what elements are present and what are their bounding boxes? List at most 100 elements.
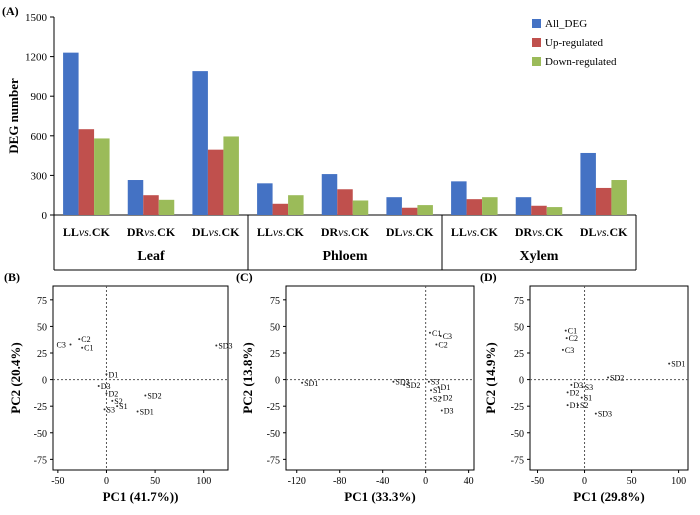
y-tick-label: 50 (514, 322, 524, 333)
point-d2 (566, 391, 569, 394)
category-label-part: DR (515, 225, 533, 239)
point-label: SD1 (671, 360, 685, 369)
x-tick-label: -120 (288, 476, 306, 487)
category-label-part: DL (192, 225, 209, 239)
point-label: S1 (584, 394, 592, 403)
point-label: S2 (580, 401, 588, 410)
x-tick-label: 40 (464, 476, 474, 487)
y-tick-label: 1200 (25, 52, 48, 64)
bar-up-regulated-5 (337, 189, 353, 215)
point-d3 (570, 383, 573, 386)
legend-label: Up-regulated (545, 37, 604, 49)
legend-swatch (532, 19, 541, 28)
point-sd3 (215, 344, 218, 347)
group-label-phloem: Phloem (322, 249, 367, 264)
group-label-leaf: Leaf (137, 249, 165, 264)
x-tick-label: -50 (531, 476, 544, 487)
bar-down-regulated-8 (546, 207, 563, 215)
point-label: D2 (443, 394, 453, 403)
x-tick-label: 0 (104, 476, 109, 487)
point-s3 (581, 386, 584, 389)
point-c1 (428, 331, 431, 334)
bar-up-regulated-4 (272, 203, 289, 215)
x-axis-label: PC1 (33.3%) (344, 489, 416, 504)
point-sd2 (144, 394, 147, 397)
point-label: C2 (569, 334, 578, 343)
point-label: C3 (57, 340, 66, 349)
bar-down-regulated-7 (482, 197, 498, 215)
bar-all_deg-3 (192, 71, 208, 216)
y-tick-label: -50 (34, 429, 47, 440)
category-label-part: vs. (467, 225, 480, 239)
x-tick-label: 0 (582, 476, 587, 487)
point-label: S3 (107, 405, 115, 414)
category-label: DRvs.CK (515, 225, 564, 239)
point-label: S3 (431, 378, 439, 387)
point-c2 (435, 343, 438, 346)
point-s1 (580, 396, 583, 399)
y-tick-label: 25 (37, 349, 47, 360)
point-d2 (105, 392, 108, 395)
point-s3 (427, 380, 430, 383)
category-label-part: CK (351, 225, 370, 239)
point-d2 (439, 396, 442, 399)
x-tick-label: -80 (333, 476, 346, 487)
point-label: C3 (565, 346, 574, 355)
category-label: LLvs.CK (63, 225, 111, 239)
point-sd1 (301, 381, 304, 384)
category-label-part: vs. (209, 225, 222, 239)
category-label-part: vs. (532, 225, 545, 239)
point-s1 (116, 405, 119, 408)
y-tick-label: -25 (34, 402, 47, 413)
bar-down-regulated-4 (288, 195, 304, 215)
category-label-part: CK (480, 225, 499, 239)
category-label-part: vs. (338, 225, 351, 239)
y-tick-label: 600 (31, 131, 48, 143)
point-label: D1 (441, 383, 451, 392)
point-c3 (561, 348, 564, 351)
category-label-part: vs. (273, 225, 286, 239)
y-tick-label: 75 (514, 296, 524, 307)
y-tick-label: -75 (267, 455, 280, 466)
category-label: DLvs.CK (386, 225, 434, 239)
point-label: SD3 (598, 410, 612, 419)
point-label: S2 (114, 397, 122, 406)
point-label: D1 (108, 370, 118, 379)
x-tick-label: 50 (627, 476, 637, 487)
point-label: SD2 (610, 373, 624, 382)
bar-all_deg-1 (63, 52, 79, 215)
point-sd2 (403, 383, 406, 386)
point-label: SD2 (406, 381, 420, 390)
y-tick-label: 50 (37, 322, 47, 333)
x-axis-label: PC1 (41.7%)) (103, 489, 179, 504)
y-axis-label: PC2 (14.9%) (483, 342, 498, 414)
category-label-part: CK (92, 225, 111, 239)
point-label: S3 (585, 383, 593, 392)
category-label-part: LL (63, 225, 79, 239)
y-tick-label: -50 (511, 429, 524, 440)
category-label-part: vs. (144, 225, 157, 239)
category-label: DLvs.CK (580, 225, 628, 239)
y-axis-label: PC2 (13.8%) (240, 342, 255, 414)
y-tick-label: -25 (511, 402, 524, 413)
plot-frame (52, 285, 229, 471)
y-tick-label: 0 (42, 210, 48, 222)
group-label-xylem: Xylem (520, 249, 559, 264)
point-label: SD2 (147, 392, 161, 401)
point-label: SD1 (140, 408, 154, 417)
y-tick-label: 25 (270, 349, 280, 360)
y-tick-label: 50 (270, 322, 280, 333)
legend-label: All_DEG (545, 18, 587, 30)
x-tick-label: 100 (196, 476, 211, 487)
panel-label: (B) (4, 270, 20, 284)
category-label: DLvs.CK (192, 225, 240, 239)
bar-up-regulated-3 (207, 149, 224, 215)
point-d3 (97, 384, 100, 387)
point-label: D1 (570, 401, 580, 410)
point-c3 (439, 334, 442, 337)
category-label-part: CK (610, 225, 629, 239)
y-tick-label: -75 (34, 455, 47, 466)
y-axis-label: DEG number (6, 78, 21, 154)
y-tick-label: -75 (511, 455, 524, 466)
bar-all_deg-4 (257, 183, 273, 215)
